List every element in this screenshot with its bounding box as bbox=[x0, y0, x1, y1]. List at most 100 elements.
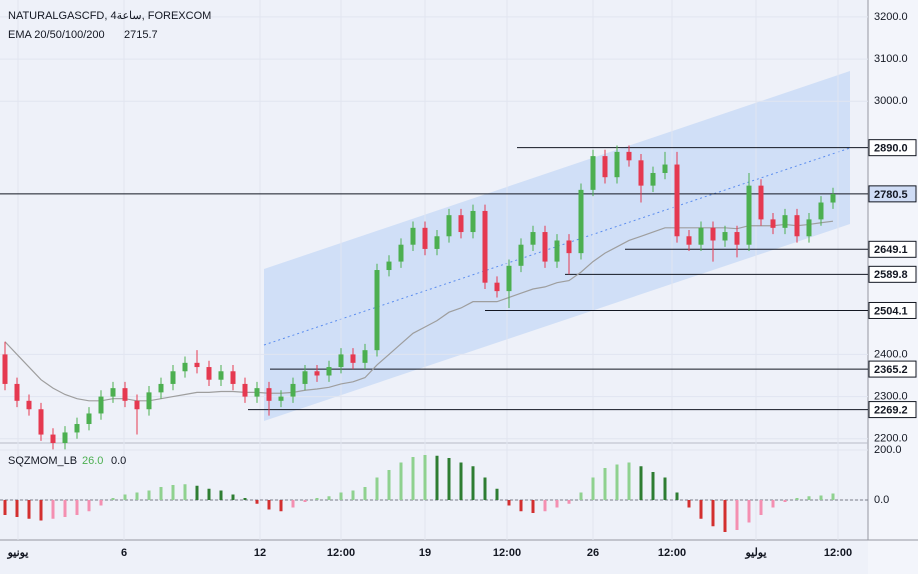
x-tick-label: يونيو bbox=[7, 547, 29, 559]
momentum-bar bbox=[159, 487, 163, 500]
candle-body bbox=[266, 388, 272, 401]
candle-body bbox=[410, 227, 416, 245]
candle-body bbox=[554, 240, 560, 262]
momentum-bar bbox=[627, 462, 631, 500]
level-box bbox=[868, 240, 917, 258]
level-box bbox=[868, 360, 917, 378]
momentum-bar bbox=[543, 500, 547, 512]
candle-body bbox=[158, 383, 164, 393]
momentum-bar bbox=[447, 458, 451, 500]
candle-body bbox=[314, 371, 320, 376]
candle-body bbox=[782, 215, 788, 228]
momentum-bar bbox=[435, 455, 439, 500]
candle-body bbox=[338, 354, 344, 368]
momentum-bar bbox=[363, 487, 367, 500]
candle-body bbox=[626, 151, 632, 161]
momentum-value: 26.0 bbox=[82, 455, 103, 467]
candle-body bbox=[422, 227, 428, 249]
momentum-bar bbox=[375, 477, 379, 500]
candle-body bbox=[494, 282, 500, 292]
momentum-bar bbox=[183, 484, 187, 500]
candle-body bbox=[770, 219, 776, 228]
candle-body bbox=[698, 227, 704, 245]
momentum-bar bbox=[747, 500, 751, 523]
candle-body bbox=[566, 240, 572, 254]
momentum-bar bbox=[723, 500, 727, 532]
candle-body bbox=[650, 172, 656, 186]
momentum-bar bbox=[147, 490, 151, 500]
m-tick-label: 200.0 bbox=[874, 444, 902, 456]
x-tick-label: 12:00 bbox=[327, 547, 355, 559]
momentum-bar bbox=[555, 500, 559, 508]
y-tick-label: 2200.0 bbox=[874, 433, 908, 445]
symbol: NATURALGASCFD, 4ساعة, FOREXCOM bbox=[8, 10, 211, 22]
momentum-bar bbox=[411, 457, 415, 500]
momentum-bar bbox=[735, 500, 739, 530]
momentum-bar bbox=[819, 495, 823, 500]
candle-body bbox=[746, 185, 752, 245]
candle-body bbox=[302, 371, 308, 384]
candle-body bbox=[122, 388, 128, 401]
candle-body bbox=[290, 383, 296, 397]
momentum-bar bbox=[99, 500, 103, 506]
x-tick-label: 12:00 bbox=[824, 547, 852, 559]
level-box bbox=[868, 301, 917, 319]
candle-body bbox=[482, 210, 488, 283]
candle-body bbox=[182, 362, 188, 372]
candle-body bbox=[518, 244, 524, 266]
level-box bbox=[868, 265, 917, 283]
candle-body bbox=[38, 409, 44, 435]
momentum-bar bbox=[423, 455, 427, 500]
momentum-bar bbox=[39, 500, 43, 521]
momentum-bar bbox=[267, 500, 271, 510]
candle-body bbox=[62, 432, 68, 443]
candle-body bbox=[818, 202, 824, 220]
x-tick-label: 12 bbox=[254, 547, 266, 559]
level-label: 2504.1 bbox=[874, 305, 908, 317]
ema-line bbox=[4, 220, 834, 402]
momentum-bar bbox=[75, 500, 79, 515]
level-box bbox=[868, 401, 917, 419]
momentum-bar bbox=[399, 462, 403, 500]
candle-body bbox=[98, 396, 104, 414]
candle-body bbox=[806, 219, 812, 237]
level-label: 2269.2 bbox=[874, 404, 908, 416]
candle-body bbox=[686, 236, 692, 245]
momentum-bar bbox=[615, 464, 619, 500]
price-axis-bg bbox=[868, 0, 918, 574]
momentum-bar bbox=[315, 498, 319, 500]
momentum-zero: 0.0 bbox=[111, 455, 126, 467]
momentum-bar bbox=[291, 500, 295, 508]
candle-body bbox=[86, 413, 92, 425]
momentum-bar bbox=[699, 500, 703, 519]
candle-body bbox=[374, 270, 380, 351]
momentum-bar bbox=[663, 477, 667, 500]
momentum-bar bbox=[651, 472, 655, 500]
candle-body bbox=[722, 232, 728, 241]
momentum-bar bbox=[579, 492, 583, 500]
candle-body bbox=[194, 362, 200, 368]
candle-body bbox=[242, 383, 248, 397]
candle-body bbox=[710, 227, 716, 241]
candle-body bbox=[146, 392, 152, 410]
candle-body bbox=[110, 388, 116, 397]
momentum-bar bbox=[255, 500, 259, 504]
x-tick-label: 26 bbox=[587, 547, 599, 559]
candle-body bbox=[398, 244, 404, 262]
candle-body bbox=[362, 350, 368, 363]
ema-legend: EMA 20/50/100/200 bbox=[8, 29, 105, 41]
momentum-bar bbox=[303, 500, 307, 502]
x-tick-label: يوليو bbox=[744, 547, 766, 559]
momentum-bar bbox=[339, 492, 343, 500]
candle-body bbox=[134, 400, 140, 410]
level-box bbox=[868, 185, 917, 203]
candle-body bbox=[26, 400, 32, 410]
momentum-bar bbox=[3, 500, 7, 515]
y-tick-label: 2300.0 bbox=[874, 390, 908, 402]
momentum-bar bbox=[639, 466, 643, 500]
y-tick-label: 2400.0 bbox=[874, 348, 908, 360]
momentum-bar bbox=[123, 494, 127, 500]
candle-body bbox=[674, 164, 680, 237]
x-tick-label: 12:00 bbox=[493, 547, 521, 559]
